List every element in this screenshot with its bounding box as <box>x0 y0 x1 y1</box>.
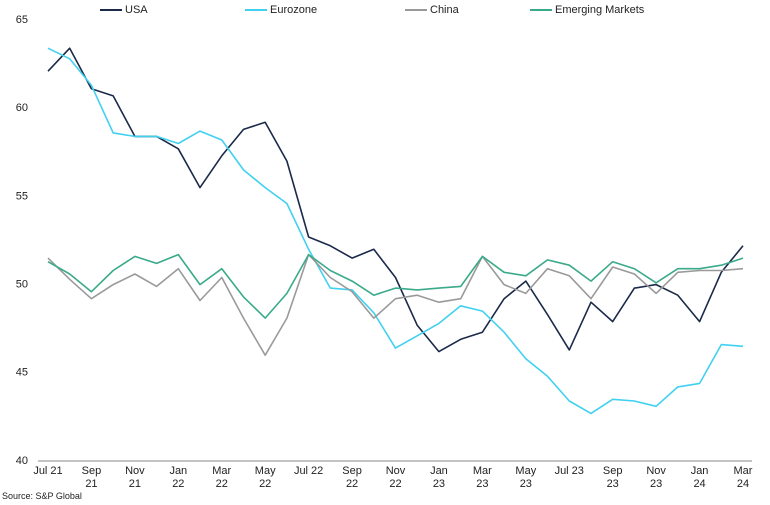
x-tick-label: Sep 22 <box>342 465 362 490</box>
x-tick-label: Jul 22 <box>293 465 324 477</box>
legend-label: Eurozone <box>270 4 317 16</box>
x-tick-label: Sep 23 <box>602 465 623 490</box>
x-tick-label: Mar 22 <box>212 465 232 490</box>
x-tick-label: Jul 23 <box>554 465 584 477</box>
x-tick-label: Jan 23 <box>430 465 448 490</box>
legend-label: USA <box>125 4 148 16</box>
series-line <box>47 47 744 415</box>
x-tick-label: May 22 <box>254 465 276 490</box>
x-tick-label: May 23 <box>515 465 537 490</box>
x-tick-label: Nov 23 <box>646 465 666 490</box>
y-tick-label: 65 <box>16 14 28 26</box>
series-line <box>47 47 744 353</box>
y-tick-label: 50 <box>16 279 28 291</box>
x-tick-label: Mar 23 <box>472 465 492 490</box>
y-tick-label: 55 <box>16 190 28 202</box>
source-note: Source: S&P Global <box>2 491 82 501</box>
legend-label: China <box>430 4 460 16</box>
x-tick-label: Mar 24 <box>733 465 753 490</box>
series-line <box>47 253 744 357</box>
x-tick-label: Sep 21 <box>81 465 102 490</box>
x-tick-label: Jan 22 <box>169 465 188 490</box>
y-tick-label: 40 <box>16 455 28 467</box>
x-tick-label: Nov 21 <box>125 465 145 490</box>
y-tick-label: 45 <box>16 367 28 379</box>
legend-label: Emerging Markets <box>555 4 645 16</box>
series-line <box>47 253 744 319</box>
x-tick-label: Jul 21 <box>33 465 63 477</box>
x-tick-label: Jan 24 <box>690 465 709 490</box>
y-tick-label: 60 <box>16 102 28 114</box>
x-tick-label: Nov 22 <box>385 465 406 490</box>
